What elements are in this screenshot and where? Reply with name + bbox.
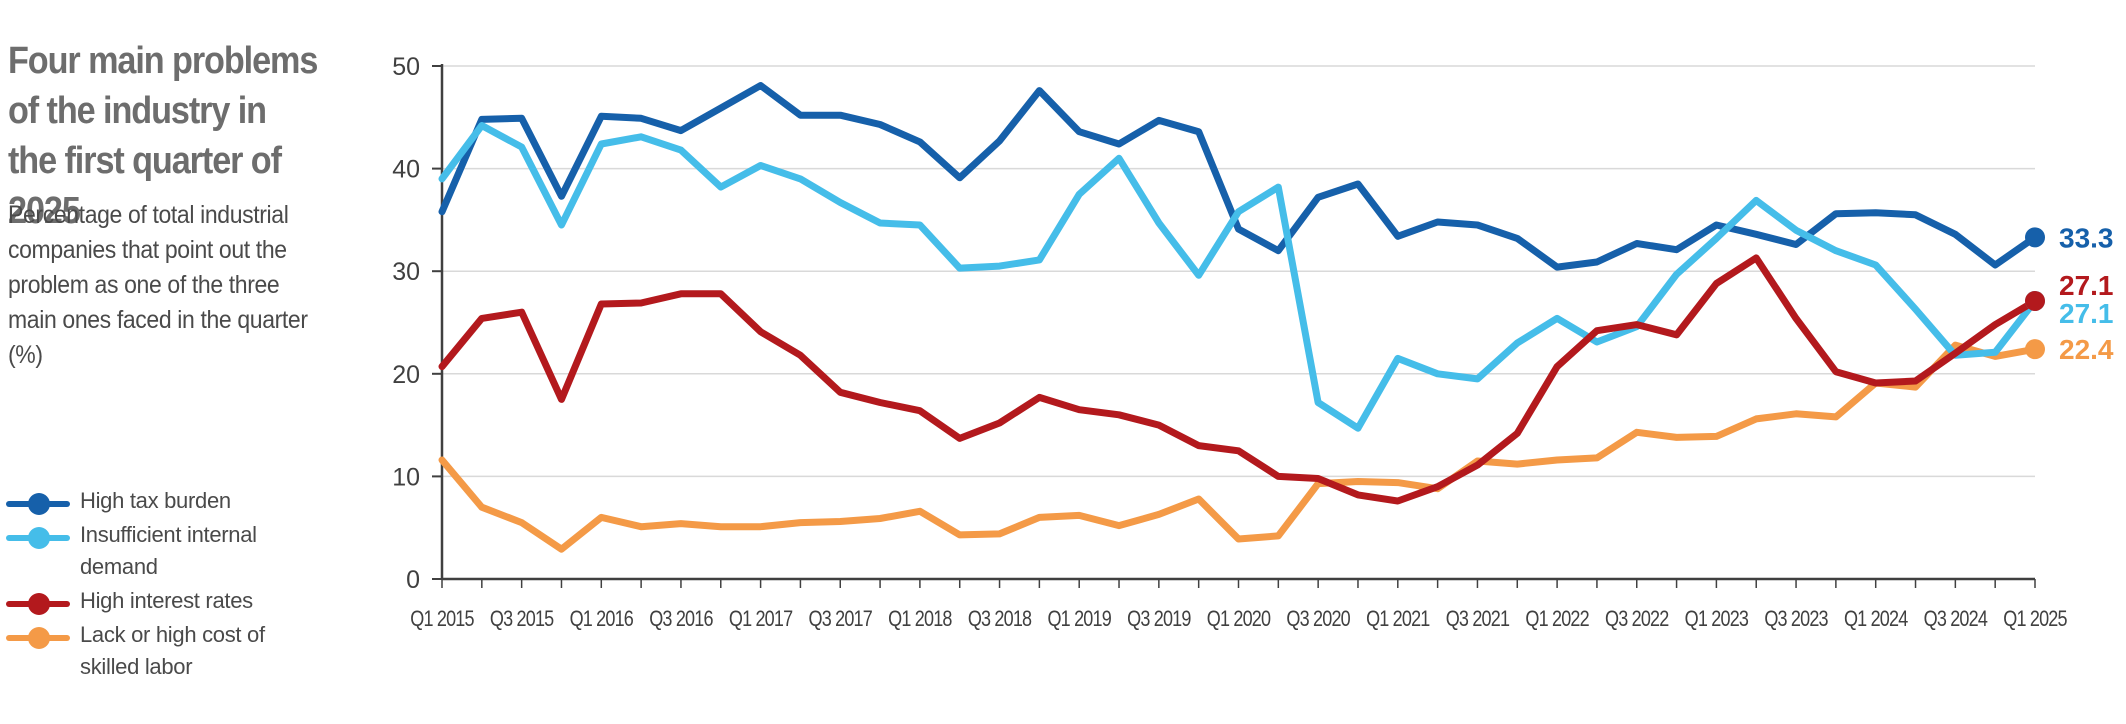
y-tick-label: 10 (392, 463, 420, 491)
legend-label: High interest rates (80, 588, 253, 613)
x-tick-label: Q1 2025 (2003, 607, 2067, 631)
x-tick-label: Q1 2019 (1047, 607, 1111, 631)
legend: High tax burden Insufficient internal de… (6, 485, 306, 685)
legend-marker (28, 493, 50, 515)
chart-subtitle: Percentage of total industrial companies… (8, 201, 308, 369)
x-tick-label: Q1 2020 (1207, 607, 1271, 631)
series-line-insufficient-internal-demand (438, 122, 2039, 432)
x-tick-label: Q3 2023 (1764, 607, 1828, 631)
legend-item-high-interest-rates: High interest rates (6, 585, 306, 617)
x-tick-label: Q1 2016 (570, 607, 634, 631)
series-line-high-tax-burden (438, 82, 2039, 271)
series-line-high-interest-rates (438, 254, 2039, 505)
series-line-skilled-labor (438, 341, 2039, 553)
end-marker-high-tax-burden (2025, 227, 2045, 248)
x-tick-label: Q3 2017 (809, 607, 873, 631)
end-label-high-tax-burden: 33.3 (2059, 222, 2114, 253)
x-tick-label: Q1 2023 (1685, 607, 1749, 631)
grid (442, 65, 2035, 478)
end-labels: 33.3 27.127.1 22.4 (2059, 222, 2114, 365)
legend-item-insufficient-internal-demand: Insufficient internal demand (6, 519, 306, 583)
x-tick-label: Q3 2022 (1605, 607, 1669, 631)
legend-label: Lack or high cost of skilled labor (80, 622, 265, 679)
legend-item-high-tax-burden: High tax burden (6, 485, 306, 517)
legend-label: High tax burden (80, 488, 231, 513)
end-label-skilled-labor: 22.4 (2059, 334, 2114, 365)
x-tick-label: Q1 2021 (1366, 607, 1430, 631)
y-tick-label: 40 (392, 156, 420, 184)
legend-label: Insufficient internal demand (80, 522, 257, 579)
end-label-high-interest-rates: 27.1 (2059, 270, 2114, 301)
x-tick-label: Q1 2018 (888, 607, 952, 631)
chart-title: Four main problems of the industry in th… (8, 40, 318, 232)
x-tick-label: Q3 2016 (649, 607, 713, 631)
y-tick-label: 30 (392, 258, 420, 286)
x-tick-label: Q1 2024 (1844, 607, 1908, 631)
end-marker-skilled-labor (2025, 339, 2045, 360)
y-tick-label: 20 (392, 361, 420, 389)
x-tick-label: Q1 2017 (729, 607, 793, 631)
x-tick-label: Q1 2015 (410, 607, 474, 631)
y-tick-label: 50 (392, 53, 420, 81)
series-group (438, 82, 2045, 553)
x-tick-label: Q3 2021 (1446, 607, 1510, 631)
legend-marker (28, 627, 50, 649)
legend-marker (28, 593, 50, 615)
axes: 0 10 20 30 40 50 Q1 2015 Q3 2015 Q1 2016 Q3 2016 Q… (392, 53, 2068, 631)
x-tick-label: Q3 2018 (968, 607, 1032, 631)
legend-item-skilled-labor: Lack or high cost of skilled labor (6, 619, 306, 683)
x-tick-label: Q3 2024 (1924, 607, 1988, 631)
legend-marker (28, 527, 50, 549)
end-label-insufficient-internal-demand: 27.1 (2059, 298, 2114, 329)
x-tick-label: Q1 2022 (1525, 607, 1589, 631)
x-tick-label: Q3 2020 (1286, 607, 1350, 631)
x-tick-label: Q3 2015 (490, 607, 554, 631)
y-tick-label: 0 (406, 566, 420, 594)
end-marker-high-interest-rates (2025, 290, 2045, 311)
line-chart: 0 10 20 30 40 50 Q1 2015 Q3 2015 Q1 2016 Q3 2016 Q… (392, 53, 2114, 631)
x-tick-label: Q3 2019 (1127, 607, 1191, 631)
